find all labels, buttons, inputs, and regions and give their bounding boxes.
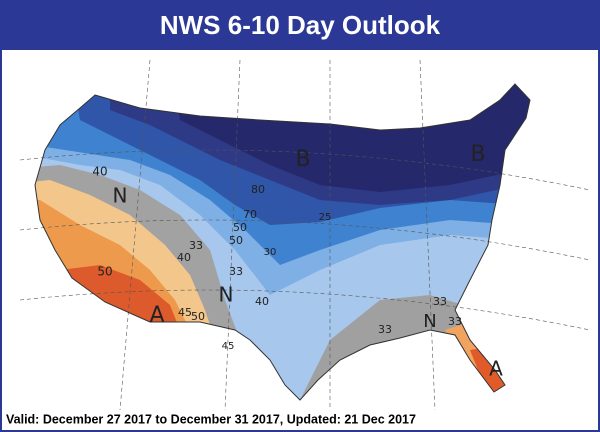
category-label: A	[489, 357, 503, 381]
category-label: B	[470, 142, 485, 167]
contour-label: 30	[264, 247, 277, 258]
title: NWS 6-10 Day Outlook	[160, 10, 441, 40]
category-label: B	[295, 147, 310, 172]
contour-label: 50	[229, 234, 243, 247]
contour-label: 50	[191, 310, 205, 323]
category-label: N	[423, 311, 436, 332]
contour-label: 45	[178, 306, 192, 319]
contour-label: 50	[233, 221, 247, 234]
contour-label: 40	[177, 251, 191, 264]
us-outline	[34, 83, 531, 401]
contour-label: 33	[229, 265, 243, 278]
contour-label: 70	[243, 208, 257, 221]
contour-label: 40	[255, 295, 269, 308]
category-label: N	[113, 184, 128, 208]
contour-label: 45	[222, 341, 235, 352]
contour-label: 80	[251, 183, 265, 196]
contour-label: 50	[97, 265, 112, 279]
title-bar	[0, 0, 600, 50]
contour-label: 25	[319, 212, 332, 223]
contour-label: 33	[189, 239, 203, 252]
contour-label: 40	[92, 165, 107, 179]
category-label: A	[149, 303, 164, 328]
footer: Valid: December 27 2017 to December 31 2…	[6, 412, 416, 426]
contour-label: 33	[378, 323, 392, 336]
category-label: N	[219, 283, 234, 307]
contour-label: 33	[448, 315, 462, 328]
contour-label: 33	[433, 295, 447, 308]
